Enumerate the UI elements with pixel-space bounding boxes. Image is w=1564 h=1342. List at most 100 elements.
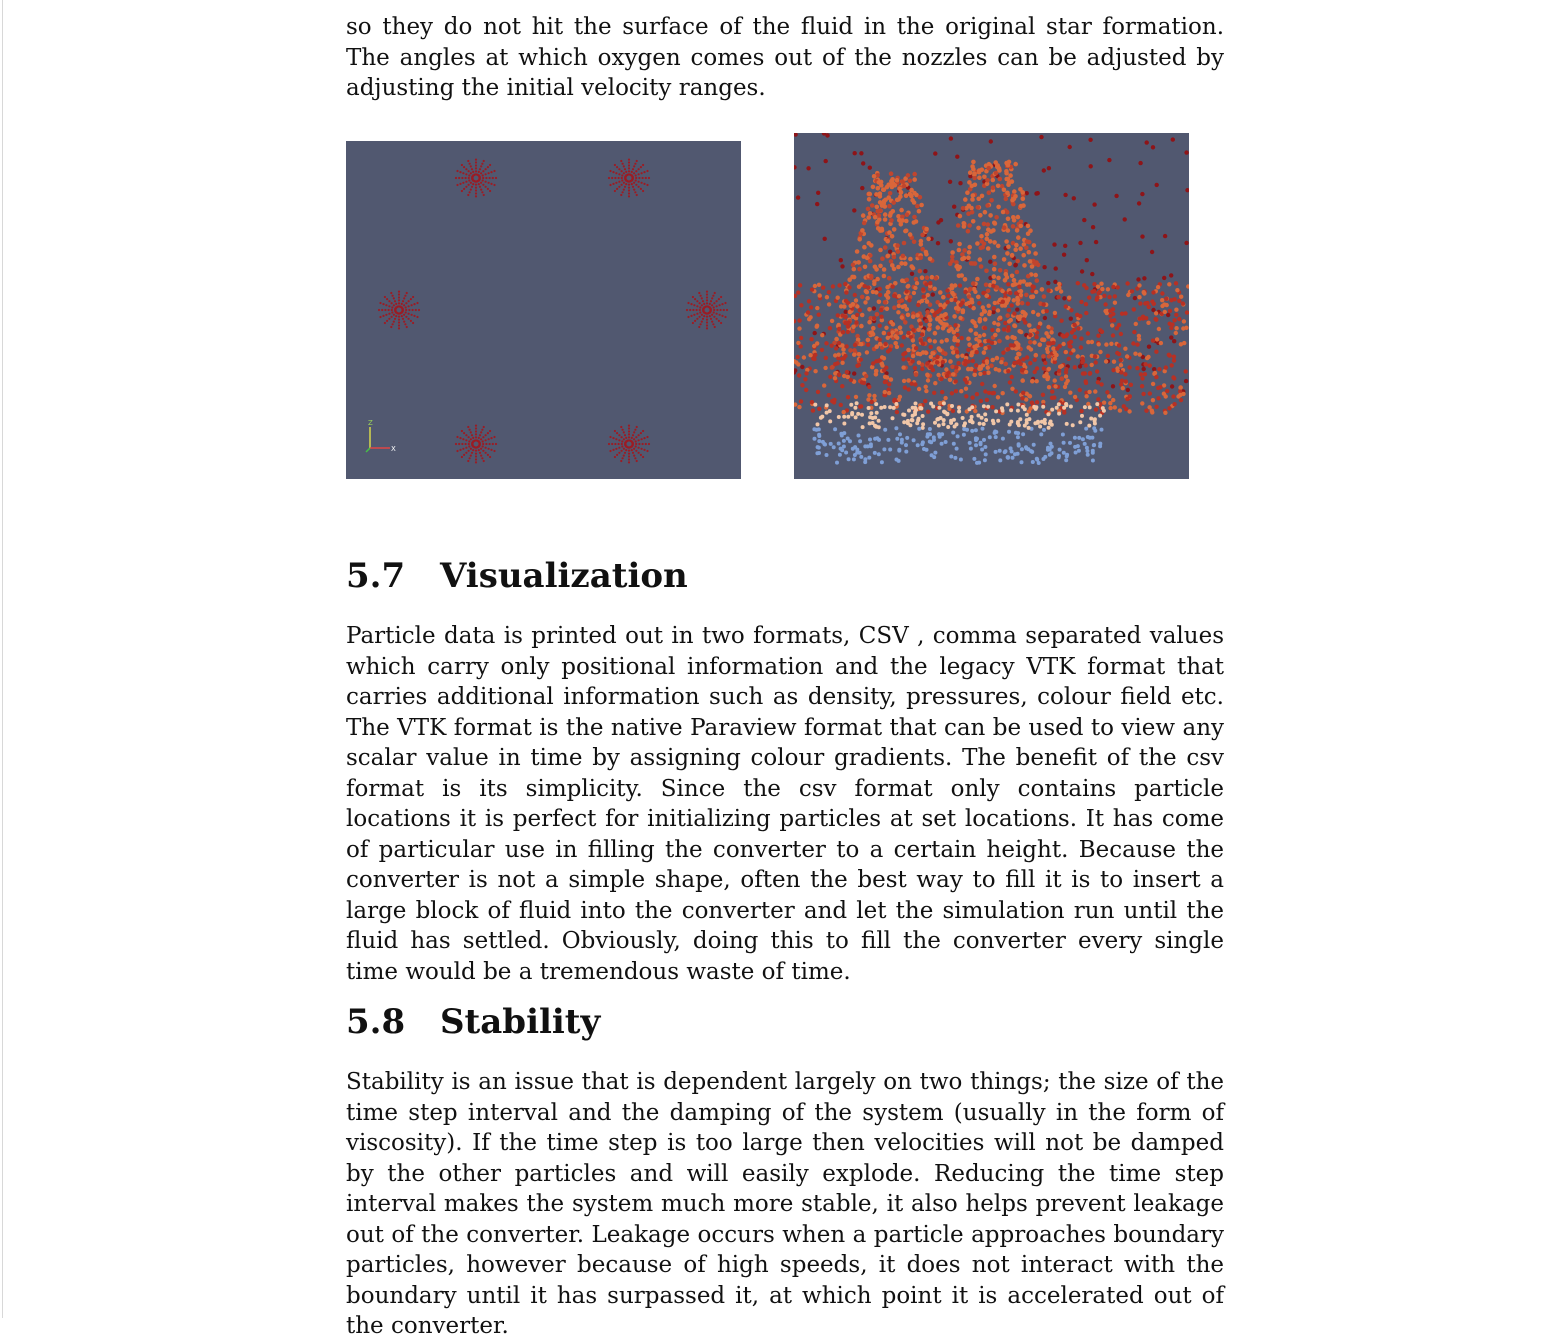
- particle: [986, 303, 991, 308]
- particle: [1107, 394, 1112, 399]
- particle: [1085, 452, 1090, 457]
- particle: [986, 227, 991, 232]
- particle: [1140, 191, 1145, 197]
- particle: [794, 402, 798, 407]
- particle: [1067, 344, 1072, 349]
- particle: [1052, 310, 1058, 316]
- particle: [982, 174, 987, 180]
- particle: [816, 312, 821, 317]
- particle: [929, 364, 934, 369]
- particle: [1002, 303, 1008, 308]
- particle: [1008, 343, 1013, 348]
- particle: [1178, 389, 1183, 394]
- particle: [907, 232, 913, 237]
- particle: [1033, 406, 1038, 411]
- particle: [985, 178, 990, 183]
- particle: [946, 370, 951, 375]
- particle: [996, 204, 1001, 210]
- particle: [1013, 452, 1017, 457]
- particle: [911, 239, 917, 245]
- particle: [953, 323, 958, 328]
- particle: [1015, 258, 1020, 264]
- particle: [938, 302, 943, 308]
- particle: [941, 294, 946, 300]
- particle: [1014, 242, 1019, 248]
- particle: [1013, 247, 1018, 252]
- particle: [1042, 417, 1047, 422]
- particle: [886, 387, 891, 392]
- particle: [928, 281, 933, 286]
- particle: [924, 388, 929, 394]
- particle: [960, 416, 965, 420]
- particle: [1093, 360, 1098, 365]
- particle: [806, 299, 812, 304]
- particle: [855, 333, 860, 339]
- particle: [851, 457, 856, 462]
- particle: [1006, 347, 1011, 352]
- particle: [1033, 272, 1038, 278]
- particle: [982, 437, 986, 442]
- particle: [899, 179, 905, 184]
- particle: [995, 243, 1001, 249]
- particle: [979, 415, 984, 420]
- particle: [901, 378, 907, 384]
- particle: [1162, 369, 1167, 374]
- particle: [1087, 371, 1093, 376]
- particle: [817, 432, 822, 437]
- particle: [1024, 282, 1030, 287]
- particle: [848, 348, 853, 353]
- particle: [953, 389, 959, 394]
- particle: [1076, 448, 1081, 453]
- particle: [887, 191, 893, 196]
- particle: [991, 279, 997, 285]
- particle: [1063, 192, 1068, 198]
- particle: [1025, 273, 1031, 279]
- particle: [826, 290, 832, 295]
- particle: [1162, 309, 1167, 315]
- particle: [1135, 366, 1140, 371]
- particle: [881, 198, 887, 204]
- particle: [891, 227, 897, 232]
- particle: [1087, 295, 1092, 300]
- particle: [1012, 311, 1017, 316]
- particle: [1090, 458, 1095, 463]
- particle: [887, 203, 892, 209]
- particle: [911, 290, 917, 296]
- particle: [1046, 425, 1051, 430]
- particle: [1010, 386, 1015, 391]
- particle: [903, 320, 908, 325]
- particle: [1046, 445, 1050, 450]
- particle: [888, 405, 893, 410]
- particle: [1109, 318, 1114, 323]
- particle: [1013, 389, 1018, 394]
- particle: [1147, 363, 1152, 368]
- particle: [1163, 394, 1168, 399]
- particle: [1016, 402, 1021, 407]
- particle: [909, 324, 914, 329]
- particle: [1086, 401, 1091, 407]
- particle: [933, 450, 938, 455]
- particle: [1079, 408, 1084, 414]
- particle: [1145, 355, 1150, 361]
- particle: [1034, 456, 1039, 461]
- particle: [966, 336, 971, 342]
- particle: [1108, 405, 1113, 411]
- particle: [870, 421, 875, 425]
- particle: [873, 415, 878, 420]
- particle: [844, 290, 849, 295]
- particle: [1005, 216, 1011, 222]
- particle: [824, 295, 830, 300]
- particle: [1151, 290, 1156, 295]
- particle: [796, 290, 801, 295]
- particle: [883, 379, 889, 384]
- particle: [863, 444, 868, 449]
- particle: [852, 352, 857, 357]
- particle: [960, 252, 965, 257]
- particle: [1095, 284, 1101, 289]
- particle: [1072, 365, 1077, 370]
- particle: [993, 160, 998, 165]
- particle: [794, 319, 797, 324]
- particle: [1101, 408, 1106, 413]
- particle: [1041, 404, 1046, 409]
- particle: [921, 287, 926, 292]
